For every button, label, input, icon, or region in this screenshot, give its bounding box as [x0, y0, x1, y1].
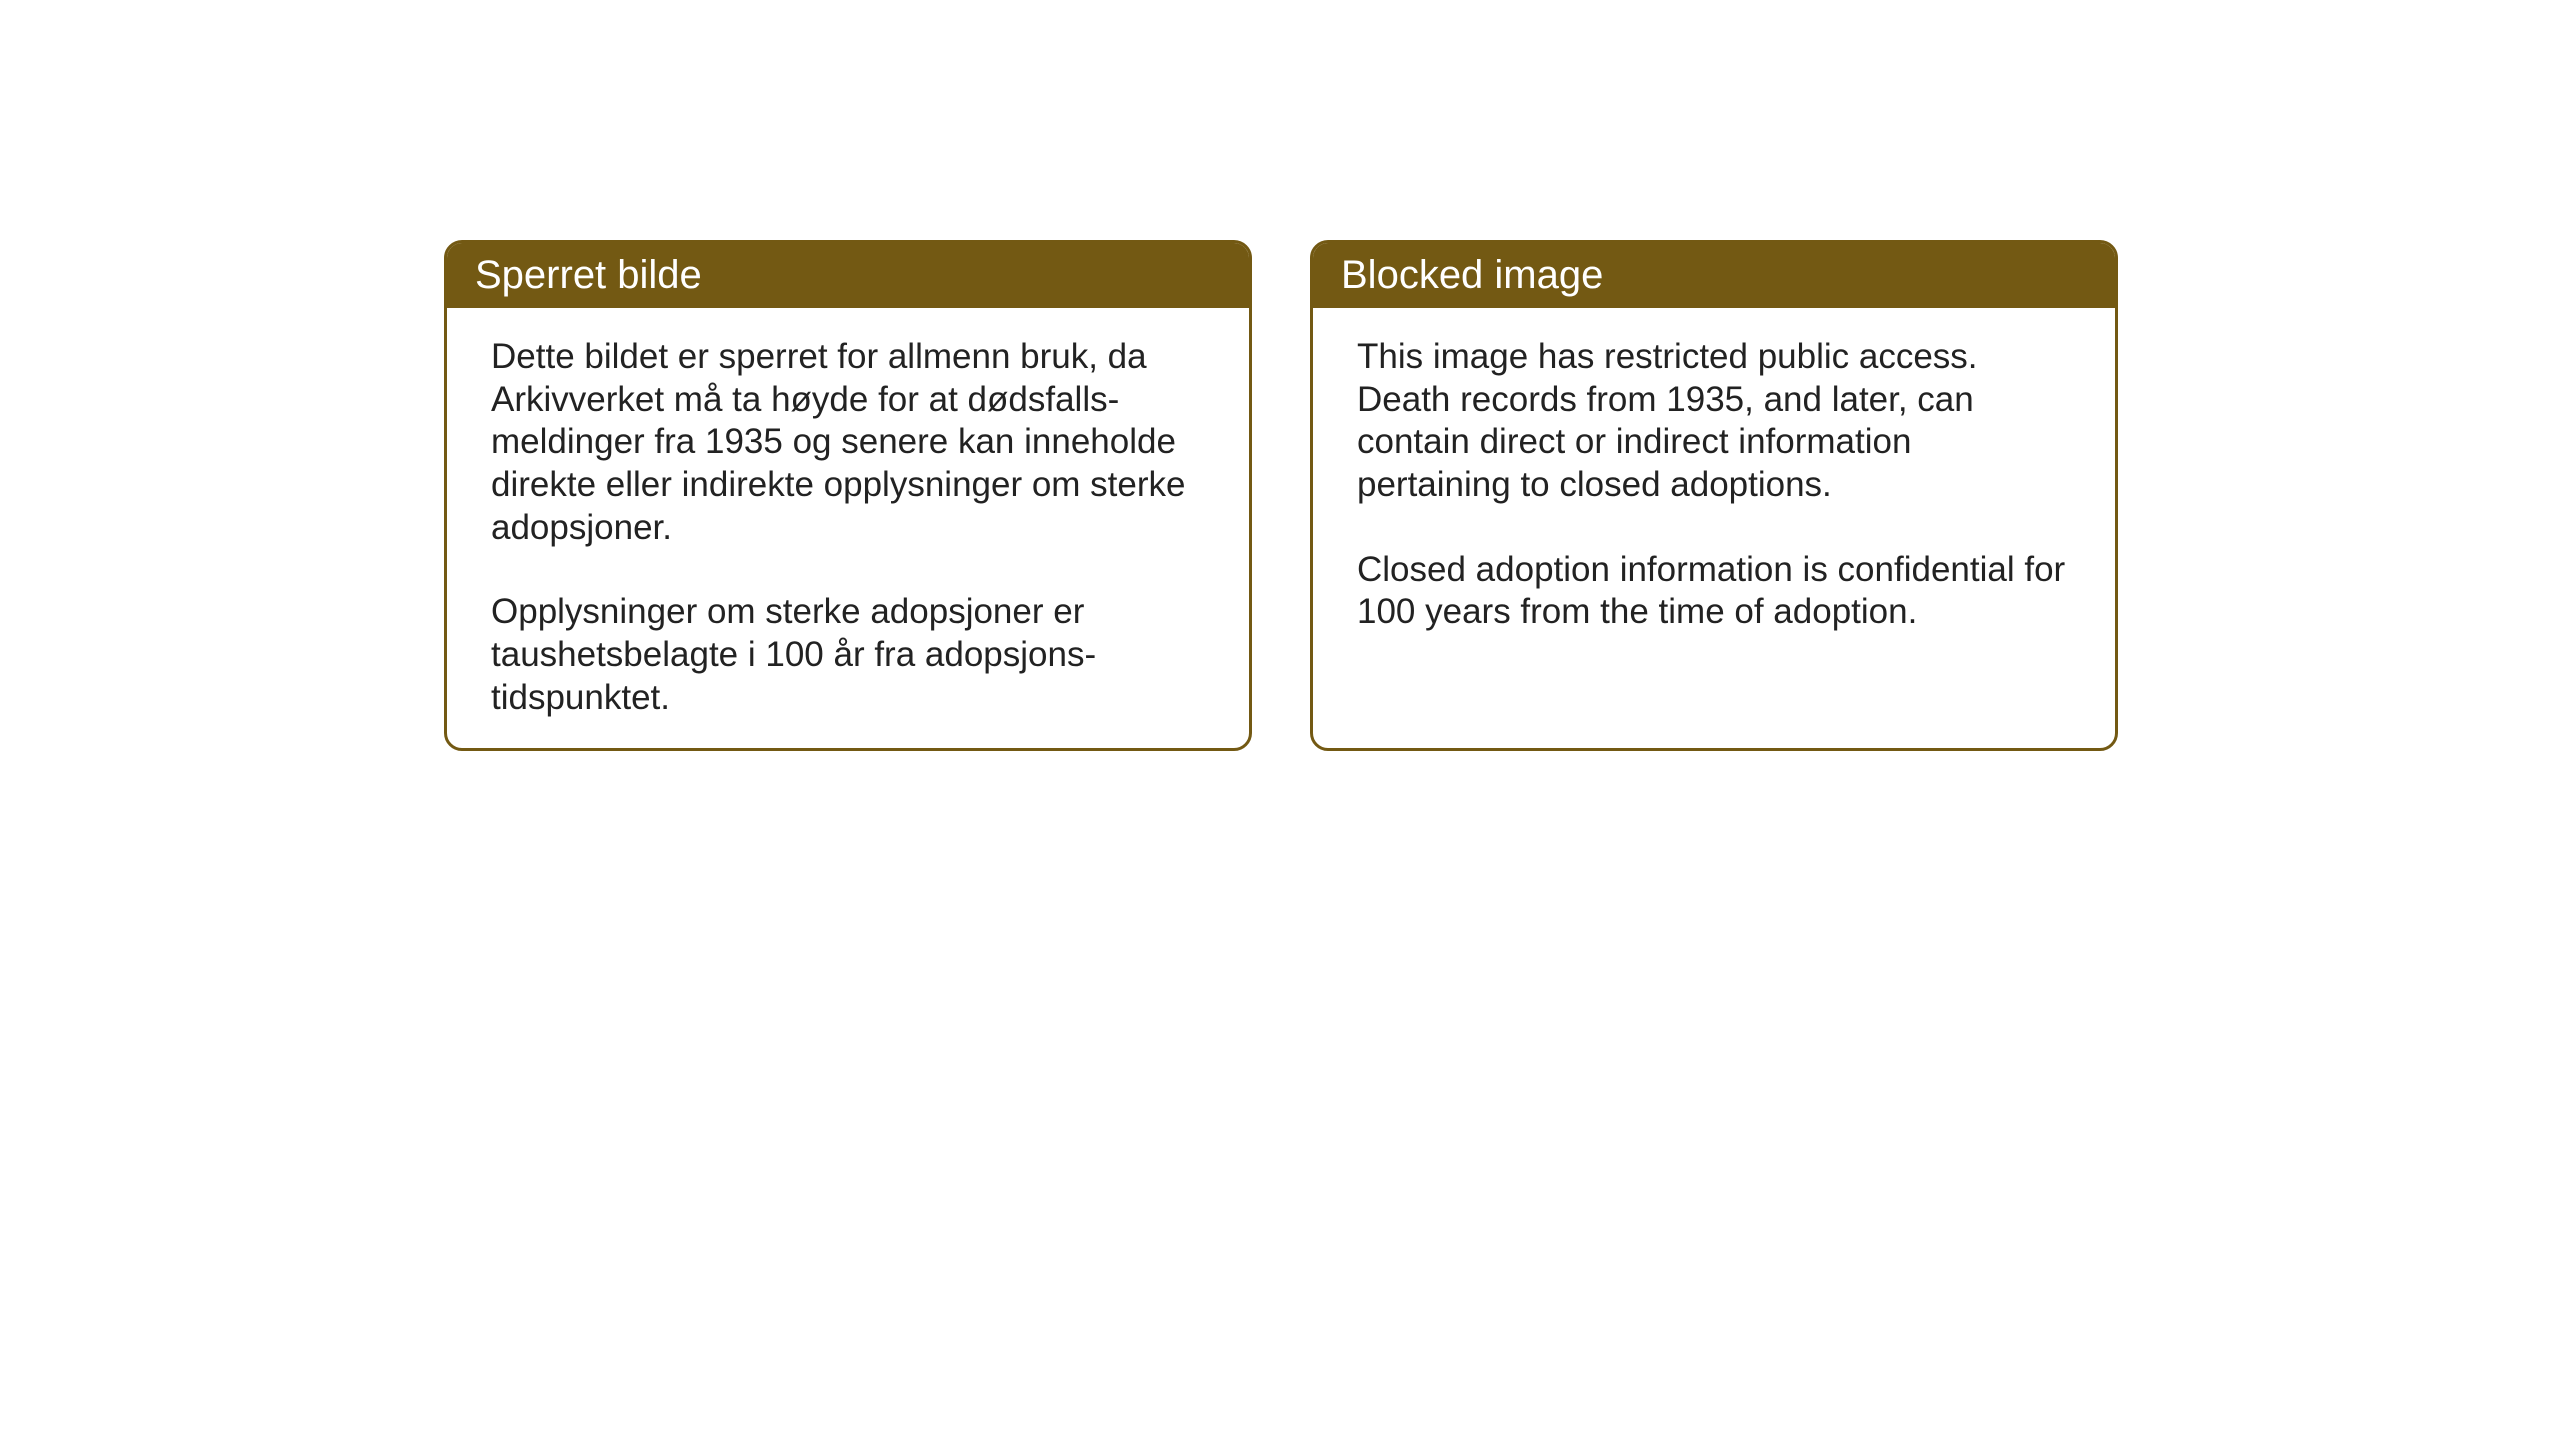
card-title-english: Blocked image — [1341, 253, 1603, 297]
card-title-norwegian: Sperret bilde — [475, 253, 702, 297]
info-cards-container: Sperret bilde Dette bildet er sperret fo… — [444, 240, 2560, 751]
card-paragraph-2-norwegian: Opplysninger om sterke adopsjoner er tau… — [491, 591, 1205, 719]
card-english: Blocked image This image has restricted … — [1310, 240, 2118, 751]
card-paragraph-2-english: Closed adoption information is confident… — [1357, 549, 2071, 634]
card-body-norwegian: Dette bildet er sperret for allmenn bruk… — [447, 308, 1249, 748]
card-paragraph-1-english: This image has restricted public access.… — [1357, 336, 2071, 507]
card-header-norwegian: Sperret bilde — [447, 243, 1249, 308]
card-paragraph-1-norwegian: Dette bildet er sperret for allmenn bruk… — [491, 336, 1205, 549]
card-body-english: This image has restricted public access.… — [1313, 308, 2115, 748]
card-header-english: Blocked image — [1313, 243, 2115, 308]
card-norwegian: Sperret bilde Dette bildet er sperret fo… — [444, 240, 1252, 751]
